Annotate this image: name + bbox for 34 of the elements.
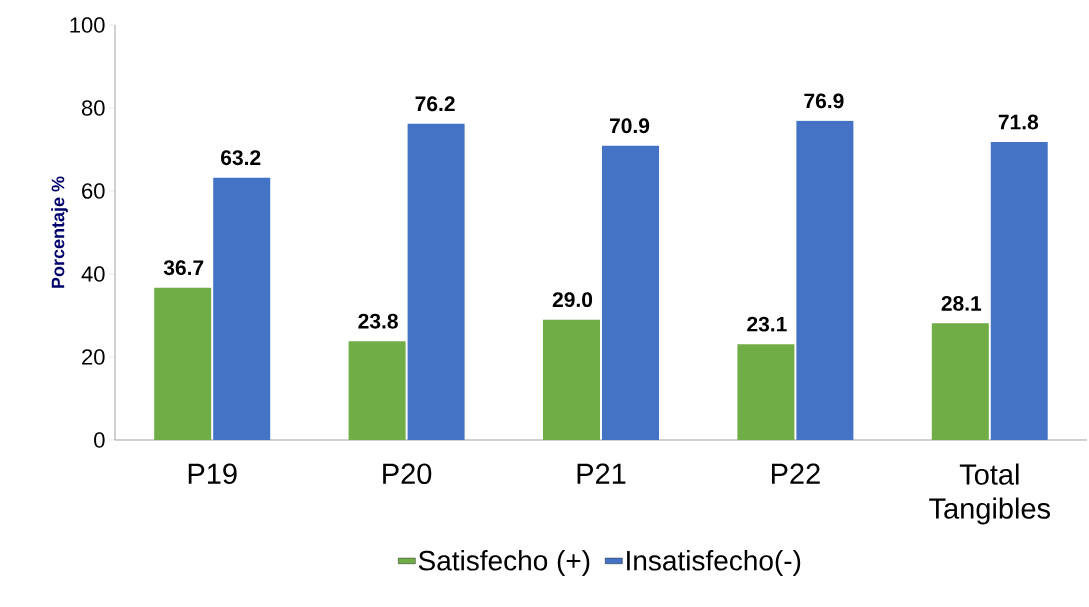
- bar: [543, 319, 600, 440]
- data-label: 23.8: [358, 313, 398, 329]
- bar: [737, 344, 795, 440]
- legend-label: Insatisfecho(-): [627, 550, 801, 577]
- bar: [348, 341, 406, 440]
- y-tick-label: 80: [81, 100, 105, 116]
- legend-label: Satisfecho (+): [418, 550, 590, 577]
- y-tick-label: 40: [81, 266, 105, 282]
- bar: [407, 123, 465, 440]
- bar: [796, 120, 854, 440]
- bar: [931, 323, 989, 440]
- y-tick-label: 60: [82, 183, 105, 199]
- data-label: 70.9: [609, 118, 650, 134]
- bar: [213, 177, 271, 440]
- x-tick-label: P19: [188, 463, 237, 485]
- data-label: 76.2: [415, 96, 455, 112]
- data-label: 36.7: [163, 260, 204, 276]
- y-tick-label: 0: [94, 432, 105, 448]
- y-axis-title: Porcentaje %: [51, 176, 68, 288]
- data-label: 29.0: [552, 292, 593, 308]
- bar: [154, 287, 212, 440]
- data-label: 28.1: [941, 295, 982, 311]
- data-label: 76.9: [804, 93, 844, 109]
- y-tick-label: 100: [70, 17, 105, 33]
- x-tick-label: P21: [577, 463, 626, 484]
- data-label: 23.1: [747, 316, 787, 332]
- x-tick-label: P20: [383, 463, 432, 485]
- bar: [990, 142, 1048, 440]
- y-tick-label: 20: [82, 349, 105, 365]
- bar: [602, 145, 659, 440]
- data-label: 71.8: [998, 114, 1039, 130]
- x-tick-label: Total Tangibles: [929, 463, 1051, 525]
- x-tick-label: P22: [771, 463, 820, 484]
- data-label: 63.2: [221, 150, 261, 166]
